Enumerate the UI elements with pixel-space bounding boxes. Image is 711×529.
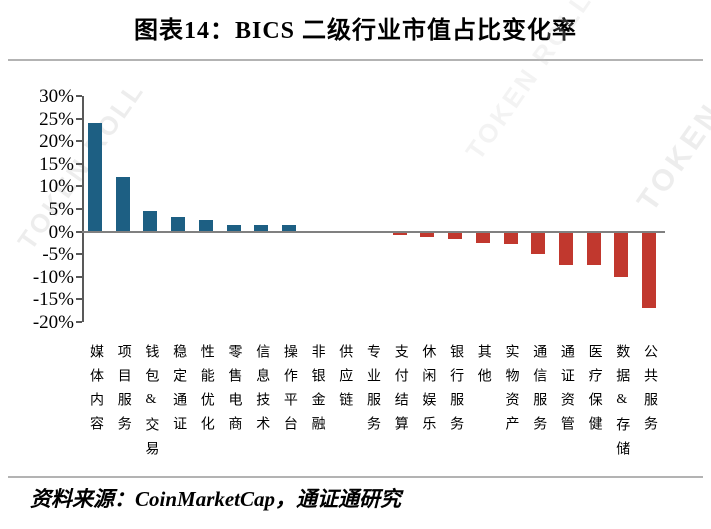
bar-3	[143, 210, 158, 232]
y-tick-label: 25%	[39, 108, 74, 130]
bar-5	[198, 219, 213, 232]
bar-16	[503, 231, 518, 244]
y-tick-mark	[76, 253, 82, 256]
y-tick-label: -15%	[32, 289, 74, 311]
x-category-label: 其他	[475, 344, 491, 392]
bar-1	[88, 123, 102, 232]
y-tick-label: 10%	[39, 176, 74, 198]
x-category-label: 通证资管	[558, 344, 574, 440]
y-tick-mark	[76, 117, 82, 120]
y-tick-label: 0%	[48, 221, 74, 243]
x-category-label: 银行服务	[448, 344, 464, 440]
y-tick-label: -5%	[42, 244, 74, 266]
footer-divider	[8, 476, 703, 478]
chart-title: 图表14：BICS 二级行业市值占比变化率	[133, 18, 578, 44]
bar-4	[171, 216, 186, 232]
x-category-label: 操作平台	[281, 344, 297, 440]
x-category-label: 项目服务	[115, 344, 131, 440]
y-tick-label: -20%	[32, 312, 74, 333]
y-axis-line	[82, 96, 84, 322]
x-category-label: 支付结算	[392, 344, 408, 440]
title-divider	[8, 59, 703, 61]
y-tick-mark	[76, 321, 82, 323]
x-category-label: 专业服务	[365, 344, 380, 440]
x-category-label: 非银金融	[309, 344, 325, 440]
bar-6	[226, 225, 241, 232]
x-category-label: 实物资产	[503, 344, 519, 440]
x-category-label: 数据&存储	[614, 344, 630, 465]
bar-15	[475, 231, 490, 244]
x-category-label: 性能优化	[198, 344, 214, 440]
y-tick-label: 5%	[48, 199, 74, 220]
bar-18	[558, 231, 573, 265]
y-tick-mark	[76, 208, 82, 210]
bar-13	[420, 231, 435, 238]
y-tick-label: -10%	[32, 266, 74, 288]
y-tick-label: 15%	[39, 153, 74, 175]
x-category-label: 媒体内容	[88, 344, 103, 440]
x-category-label: 通信服务	[531, 344, 547, 440]
x-category-label: 零售电商	[226, 344, 242, 440]
bar-8	[281, 225, 296, 232]
x-category-label: 休闲娱乐	[420, 344, 436, 440]
x-category-label: 稳定通证	[171, 344, 187, 440]
x-category-label: 钱包&交易	[143, 344, 159, 465]
bar-20	[614, 231, 629, 277]
y-tick-label: 30%	[39, 86, 74, 107]
y-tick-mark	[76, 162, 82, 165]
y-tick-mark	[76, 95, 82, 97]
bar-12	[392, 231, 407, 235]
y-tick-mark	[76, 230, 82, 233]
bar-14	[448, 231, 463, 240]
source-note: 资料来源：CoinMarketCap，通证通研究	[30, 487, 402, 511]
y-tick-mark	[76, 275, 82, 278]
x-category-label: 信息技术	[254, 344, 270, 440]
bar-21	[642, 231, 656, 309]
y-tick-mark	[76, 185, 82, 188]
x-category-label: 公共服务	[642, 344, 657, 440]
bar-2	[115, 177, 130, 232]
x-category-label: 供应链	[337, 344, 353, 416]
bar-7	[254, 225, 269, 232]
y-tick-label: 20%	[39, 131, 74, 153]
y-tick-mark	[76, 140, 82, 143]
bar-17	[531, 231, 546, 255]
zero-baseline	[82, 230, 665, 233]
y-tick-mark	[76, 298, 82, 301]
x-category-label: 医疗保健	[586, 344, 602, 440]
bar-19	[586, 231, 601, 266]
